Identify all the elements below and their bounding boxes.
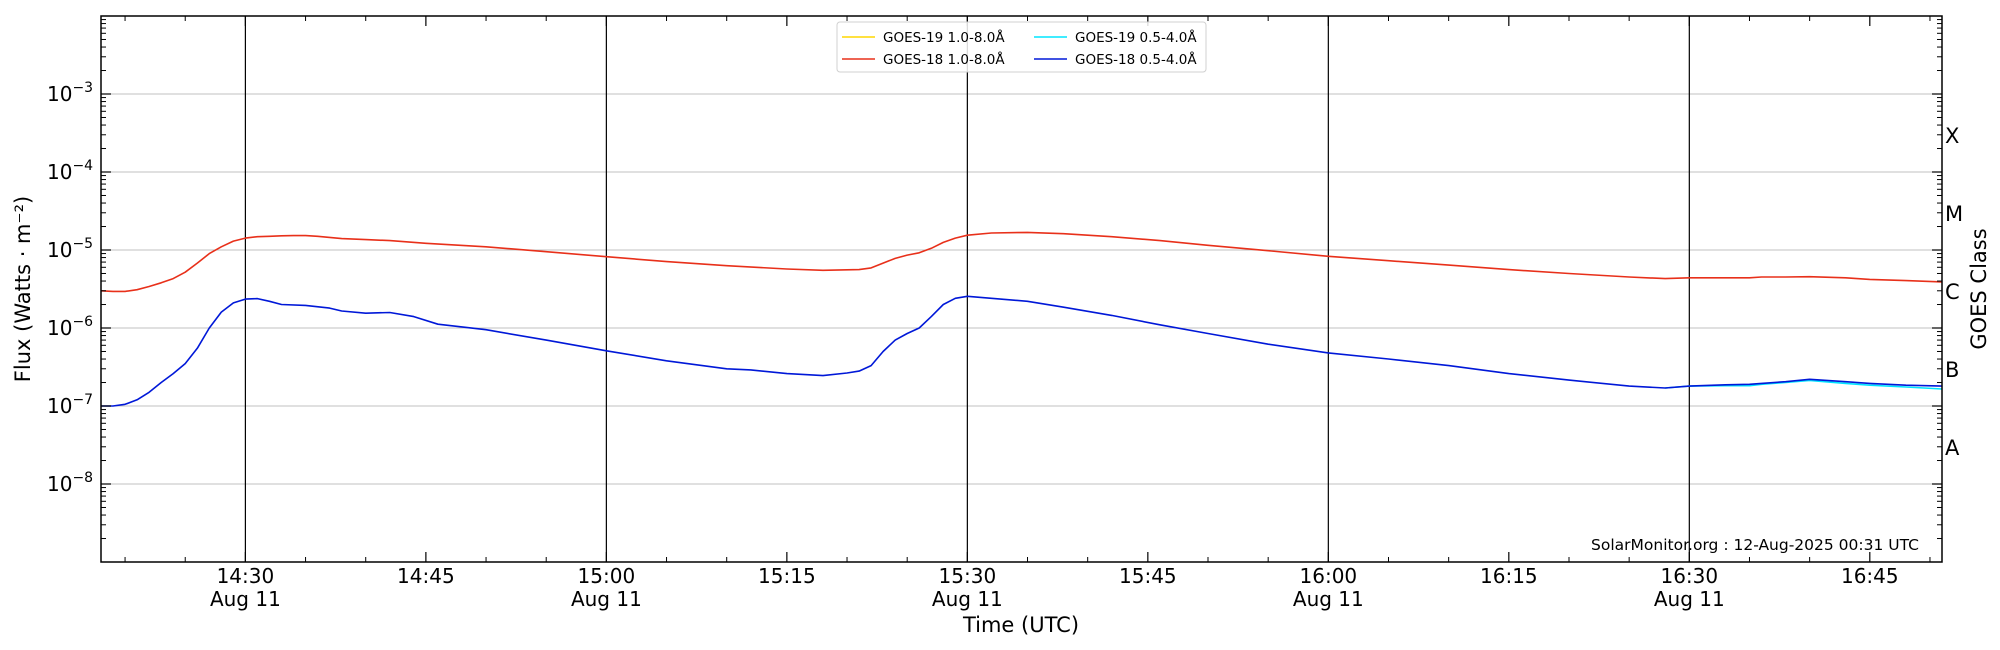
- y-tick-base: 10: [47, 238, 72, 262]
- y-axis-title: Flux (Watts · m⁻²): [11, 196, 35, 382]
- legend-label: GOES-18 1.0-8.0Å: [883, 51, 1005, 68]
- y-tick-exponent: −5: [72, 236, 93, 252]
- x-tick-label: 14:30: [217, 564, 275, 588]
- x-tick-date: Aug 11: [1293, 587, 1364, 611]
- goes-class-label: X: [1945, 124, 1959, 148]
- legend-label: GOES-19 1.0-8.0Å: [883, 29, 1005, 46]
- y-tick-base: 10: [47, 316, 72, 340]
- credit-text: SolarMonitor.org : 12-Aug-2025 00:31 UTC: [1591, 536, 1919, 554]
- x-tick-label: 14:45: [397, 564, 455, 588]
- x-tick-date: Aug 11: [1654, 587, 1725, 611]
- horizontal-gridlines: [101, 93, 1942, 485]
- legend: GOES-19 1.0-8.0Å GOES-18 1.0-8.0Å GOES-19 …: [836, 21, 1207, 73]
- y-tick-label: 10−3: [47, 80, 93, 106]
- y-tick-base: 10: [47, 82, 72, 106]
- x-tick-label: 15:00: [578, 564, 636, 588]
- x-tick-label: 15:30: [939, 564, 997, 588]
- series-line-1: [100, 231, 1943, 293]
- plot-frame: [100, 15, 1943, 563]
- series-layer: [100, 231, 1943, 407]
- y-tick-exponent: −4: [72, 158, 93, 174]
- x-tick-label: 16:30: [1660, 564, 1718, 588]
- y-tick-base: 10: [47, 394, 72, 418]
- y-tick-base: 10: [47, 160, 72, 184]
- goes-class-label: B: [1945, 358, 1959, 382]
- goes-class-label: A: [1945, 436, 1960, 460]
- goes-class-label: M: [1945, 202, 1963, 226]
- y-tick-label: 10−7: [47, 392, 93, 418]
- x-tick-date: Aug 11: [571, 587, 642, 611]
- y-tick-exponent: −6: [72, 314, 93, 330]
- x-tick-date: Aug 11: [932, 587, 1003, 611]
- legend-box: [836, 21, 1207, 73]
- x-tick-label: 16:15: [1480, 564, 1538, 588]
- y-axis-ticks: 10−810−710−610−510−410−3: [47, 19, 1942, 540]
- x-axis-title: Time (UTC): [962, 613, 1079, 637]
- y-tick-label: 10−4: [47, 158, 93, 184]
- y-tick-label: 10−5: [47, 236, 93, 262]
- x-tick-label: 16:00: [1300, 564, 1358, 588]
- y-tick-label: 10−6: [47, 314, 93, 340]
- y-tick-exponent: −3: [72, 80, 93, 96]
- y-tick-exponent: −8: [72, 470, 93, 486]
- x-tick-date: Aug 11: [210, 587, 281, 611]
- x-tick-label: 15:45: [1119, 564, 1177, 588]
- y-tick-label: 10−8: [47, 470, 93, 496]
- day-marker-lines: [244, 16, 1690, 562]
- legend-label: GOES-19 0.5-4.0Å: [1075, 29, 1197, 46]
- goes-class-labels: A B C M X: [1945, 124, 1963, 460]
- y-tick-base: 10: [47, 472, 72, 496]
- x-tick-label: 16:45: [1841, 564, 1899, 588]
- y-tick-exponent: −7: [72, 392, 93, 408]
- right-axis-title: GOES Class: [1967, 228, 1991, 349]
- goes-class-label: C: [1945, 280, 1960, 304]
- series-line-3: [101, 295, 1943, 407]
- legend-label: GOES-18 0.5-4.0Å: [1075, 51, 1197, 68]
- x-tick-label: 15:15: [758, 564, 816, 588]
